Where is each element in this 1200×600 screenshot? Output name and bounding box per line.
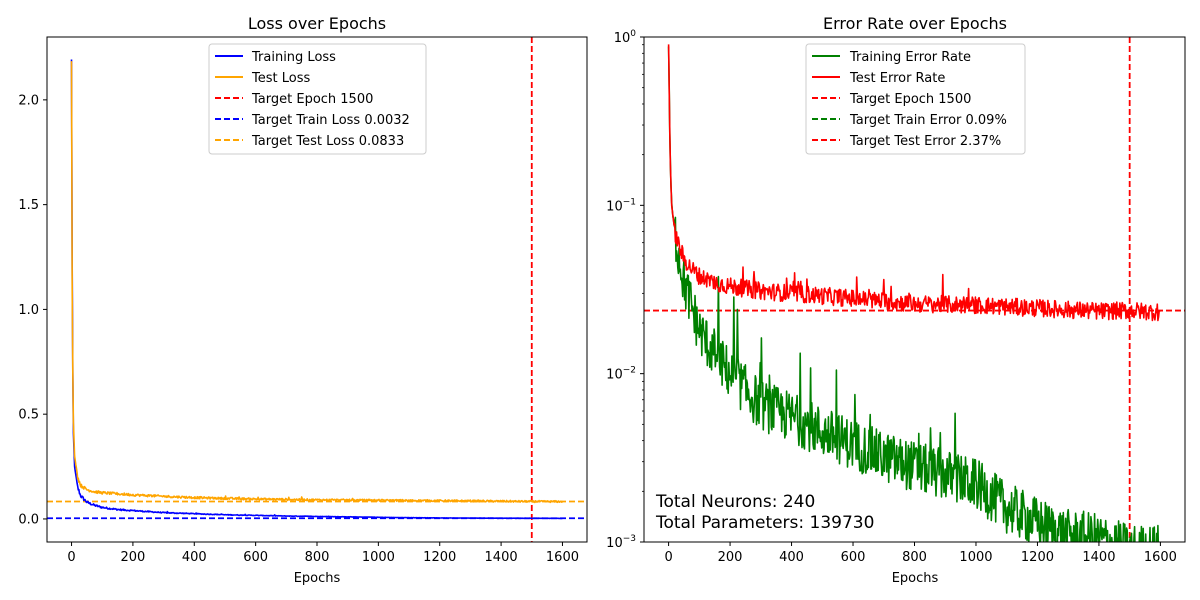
error-legend-box [805, 43, 1026, 155]
loss-x-axis-label: Epochs [294, 571, 341, 586]
error-y-ticks: 100 10−1 10−2 10−3 [606, 29, 644, 551]
loss-x-ticks: 0 200 400 600 800 1000 1200 1400 1600 [67, 542, 579, 565]
total-neurons-annotation: Total Neurons: 240 [655, 492, 815, 512]
x-tick-label: 200 [718, 550, 743, 565]
error-x-ticks: 0 200 400 600 800 1000 1200 1400 1600 [664, 542, 1177, 565]
y-tick-label: 0.0 [18, 512, 39, 527]
legend-label-target-train-error: Target Train Error 0.09% [849, 113, 1007, 128]
loss-legend: Training Loss Test Loss Target Epoch 150… [208, 43, 427, 155]
x-tick-label: 1000 [959, 550, 992, 565]
x-tick-label: 800 [902, 550, 927, 565]
x-tick-label: 400 [779, 550, 804, 565]
error-x-axis-label: Epochs [892, 571, 939, 586]
x-tick-label: 0 [67, 550, 75, 565]
x-tick-label: 1000 [362, 550, 395, 565]
legend-label-test-loss: Test Loss [251, 71, 310, 86]
legend-label-target-test-error: Target Test Error 2.37% [849, 134, 1001, 149]
x-tick-label: 600 [841, 550, 866, 565]
error-rate-chart-panel: Error Rate over Epochs 0 200 400 600 800 1000… [606, 14, 1186, 586]
loss-chart-title: Loss over Epochs [248, 14, 386, 33]
y-tick-label: 1.5 [18, 198, 39, 213]
y-tick-label: 10−3 [606, 534, 636, 551]
y-tick-label: 1.0 [18, 303, 39, 318]
error-plot-area [644, 37, 1185, 542]
total-parameters-annotation: Total Parameters: 139730 [655, 513, 874, 533]
y-tick-label: 10−1 [606, 197, 636, 214]
legend-label-target-test-loss: Target Test Loss 0.0833 [251, 134, 404, 149]
error-series-lines [667, 44, 1161, 542]
legend-label-target-epoch: Target Epoch 1500 [251, 92, 373, 107]
series-line-training-error-rate [667, 46, 1160, 542]
series-line-training-loss [70, 59, 563, 520]
x-tick-label: 600 [243, 550, 268, 565]
x-tick-label: 1400 [1082, 550, 1115, 565]
x-tick-label: 1200 [423, 550, 456, 565]
loss-legend-box [208, 43, 427, 155]
series-line-test-loss [70, 61, 564, 504]
error-chart-title: Error Rate over Epochs [823, 14, 1007, 33]
x-tick-label: 1200 [1021, 550, 1054, 565]
error-legend: Training Error Rate Test Error Rate Targ… [805, 43, 1026, 155]
legend-label-target-epoch-2: Target Epoch 1500 [849, 92, 971, 107]
y-tick-label: 0.5 [18, 408, 39, 423]
y-tick-label: 2.0 [18, 93, 39, 108]
legend-label-training-error: Training Error Rate [849, 50, 971, 65]
x-tick-label: 400 [182, 550, 207, 565]
legend-label-target-train-loss: Target Train Loss 0.0032 [251, 113, 410, 128]
loss-plot-area [47, 37, 587, 542]
y-tick-label: 100 [614, 29, 637, 46]
x-tick-label: 800 [305, 550, 330, 565]
x-tick-label: 1600 [1144, 550, 1177, 565]
x-tick-label: 200 [120, 550, 145, 565]
loss-series-lines [70, 59, 564, 520]
legend-label-test-error: Test Error Rate [849, 71, 945, 86]
x-tick-label: 0 [664, 550, 672, 565]
y-tick-label: 10−2 [606, 366, 636, 383]
loss-y-ticks: 0.0 0.5 1.0 1.5 2.0 [18, 93, 47, 527]
loss-chart-panel: Loss over Epochs 0 200 400 600 800 1000 1200 14… [18, 14, 588, 586]
x-tick-label: 1600 [546, 550, 579, 565]
x-tick-label: 1400 [485, 550, 518, 565]
series-line-test-error-rate [667, 44, 1161, 322]
legend-label-training-loss: Training Loss [251, 50, 336, 65]
